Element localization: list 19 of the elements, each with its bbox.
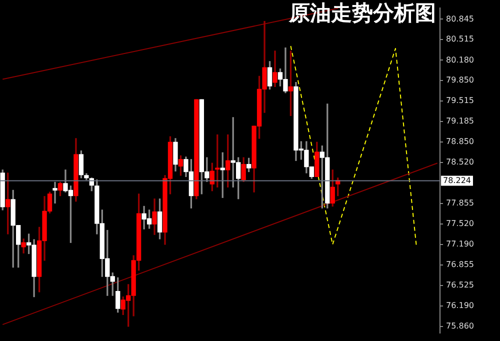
- y-tick-label: 79.185: [446, 116, 474, 126]
- y-tick-label: 80.845: [446, 14, 474, 24]
- y-tick-label: 77.190: [446, 240, 474, 249]
- ref-line-label: 78.224: [443, 176, 471, 185]
- y-tick-label: 76.190: [446, 301, 474, 310]
- y-tick-label: 76.525: [446, 280, 474, 290]
- y-tick-label: 78.850: [446, 137, 474, 146]
- candlestick: [52, 182, 58, 204]
- y-tick-label: 75.860: [446, 322, 474, 330]
- y-tick-label: 78.520: [446, 158, 474, 167]
- y-tick-label: 77.520: [446, 219, 474, 228]
- y-tick-label: 79.515: [446, 96, 474, 106]
- line-series: [290, 46, 417, 247]
- y-tick-label: 80.515: [446, 34, 474, 44]
- y-tick-label: 76.855: [446, 260, 474, 270]
- y-tick-label: 77.855: [446, 198, 474, 208]
- y-tick-label: 79.850: [446, 76, 474, 85]
- y-tick-label: 80.180: [446, 55, 474, 64]
- chart-title: 原油走势分析图: [288, 0, 436, 25]
